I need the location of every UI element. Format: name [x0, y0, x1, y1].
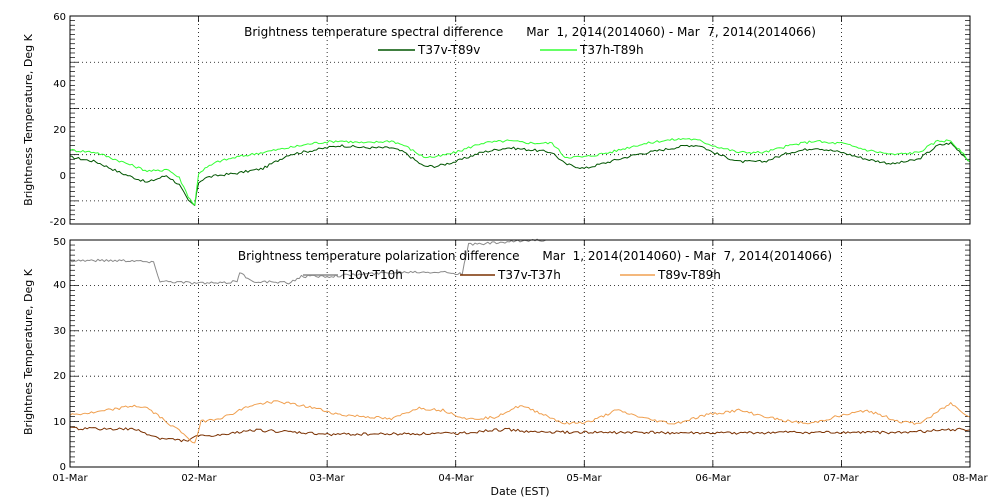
chart-title: Brightness temperature spectral differen…	[244, 25, 816, 39]
series-line-t89v-t89h	[69, 400, 971, 444]
x-tick-label: 07-Mar	[823, 473, 859, 484]
y-tick-label: 40	[53, 79, 66, 90]
grid-lines	[70, 16, 970, 224]
x-tick-labels: 01-Mar 02-Mar 03-Mar 04-Mar 05-Mar 06-Ma…	[52, 473, 988, 484]
y-tick-label: -20	[50, 217, 66, 228]
y-tick-label: 0	[60, 171, 66, 182]
y-tick-labels: -20 0 20 40 60	[50, 12, 66, 228]
chart-title: Brightness temperature polarization diff…	[238, 249, 832, 263]
series-lines	[69, 238, 971, 444]
legend: T37v-T89v T37h-T89h	[378, 43, 644, 57]
x-tick-label: 02-Mar	[181, 473, 217, 484]
series-line-t37v-t89v	[69, 142, 971, 206]
series-line-t37h-t89h	[69, 138, 971, 206]
x-tick-label: 08-Mar	[952, 473, 988, 484]
y-axis-label: Brightnes Temperature, Deg K	[22, 268, 35, 435]
plot-frame	[69, 239, 971, 468]
legend-label-t37v-t37h: T37v-T37h	[497, 268, 561, 282]
y-tick-label: 50	[53, 237, 66, 248]
series-line-t10v-t10h	[69, 238, 546, 285]
y-tick-label: 30	[53, 326, 66, 337]
y-tick-label: 60	[53, 12, 66, 23]
x-tick-label: 05-Mar	[566, 473, 602, 484]
x-tick-label: 04-Mar	[438, 473, 474, 484]
y-tick-labels: 0 10 20 30 40 50	[53, 237, 66, 473]
spectral-difference-panel: Brightness temperature spectral differen…	[22, 12, 971, 228]
y-tick-label: 10	[53, 417, 66, 428]
x-tick-label: 03-Mar	[309, 473, 345, 484]
legend-label-t89v-t89h: T89v-T89h	[657, 268, 721, 282]
legend-label-t37h-t89h: T37h-T89h	[579, 43, 644, 57]
y-tick-label: 20	[53, 371, 66, 382]
y-tick-label: 40	[53, 280, 66, 291]
x-tick-label: 06-Mar	[695, 473, 731, 484]
series-lines	[69, 138, 971, 206]
legend-label-t37v-t89v: T37v-T89v	[417, 43, 480, 57]
plot-frame	[69, 15, 971, 225]
y-tick-label: 20	[53, 125, 66, 136]
x-axis-label: Date (EST)	[490, 485, 549, 498]
series-line-t37v-t37h	[69, 426, 971, 443]
polarization-difference-panel: Brightness temperature polarization diff…	[22, 237, 988, 498]
legend-label-t10v-t10h: T10v-T10h	[339, 268, 403, 282]
legend: T10v-T10h T37v-T37h T89v-T89h	[303, 268, 721, 282]
y-tick-label: 0	[60, 462, 66, 473]
y-axis-label: Brightness Temperature, Deg K	[22, 33, 35, 205]
x-tick-label: 01-Mar	[52, 473, 88, 484]
